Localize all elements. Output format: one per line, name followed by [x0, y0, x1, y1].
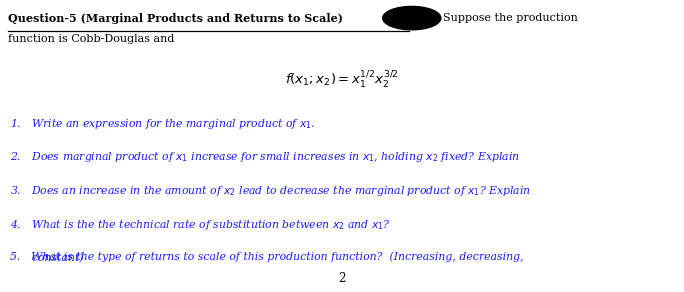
Text: 2. Does marginal product of $x_1$ increase for small increases in $x_1$, holding: 2. Does marginal product of $x_1$ increa…	[10, 150, 520, 164]
Text: 4. What is the the technical rate of substitution between $x_2$ and $x_1$?: 4. What is the the technical rate of sub…	[10, 218, 391, 232]
Text: function is Cobb-Douglas and: function is Cobb-Douglas and	[8, 34, 174, 44]
Ellipse shape	[382, 6, 440, 30]
Text: $f(x_1; x_2) = x_1^{1/2}x_2^{3/2}$: $f(x_1; x_2) = x_1^{1/2}x_2^{3/2}$	[285, 70, 399, 91]
Text: 1. Write an expression for the marginal product of $x_1$.: 1. Write an expression for the marginal …	[10, 117, 315, 131]
Text: constant): constant)	[10, 253, 83, 263]
Text: 2: 2	[339, 272, 345, 285]
Text: Question-5 (Marginal Products and Returns to Scale): Question-5 (Marginal Products and Return…	[8, 13, 343, 24]
Text: Suppose the production: Suppose the production	[443, 13, 578, 23]
Text: 3. Does an increase in the amount of $x_2$ lead to decrease the marginal product: 3. Does an increase in the amount of $x_…	[10, 184, 531, 198]
Text: 5. What is the type of returns to scale of this production function?  (Increasin: 5. What is the type of returns to scale …	[10, 251, 524, 262]
